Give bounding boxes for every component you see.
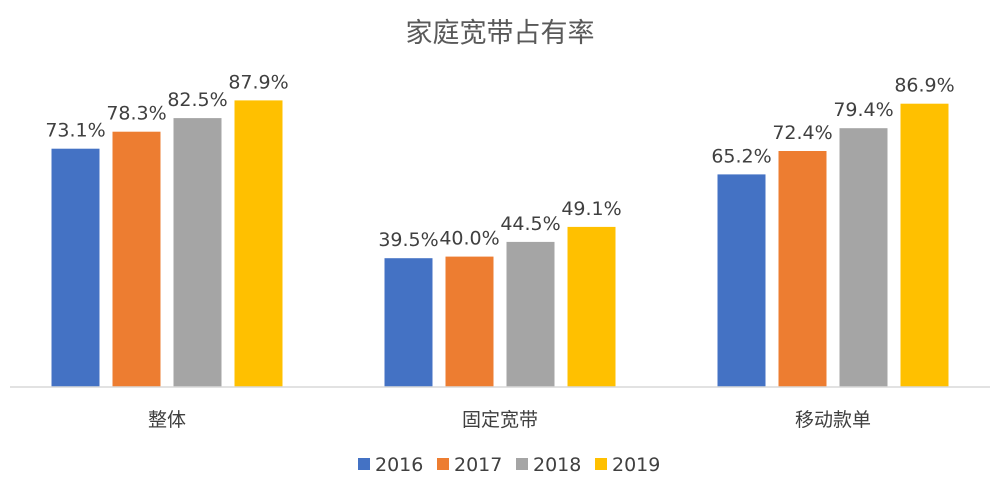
data-label-2019-2: 86.9%	[894, 75, 954, 97]
bar-2017-2	[778, 151, 827, 387]
category-label-2: 移动款单	[795, 409, 871, 431]
data-label-2016-0: 73.1%	[45, 120, 105, 142]
data-label-2019-0: 87.9%	[228, 71, 288, 93]
bar-2018-2	[839, 128, 888, 387]
data-label-2016-1: 39.5%	[378, 229, 438, 251]
data-label-2016-2: 65.2%	[711, 145, 771, 167]
bar-2016-1	[384, 258, 433, 387]
data-label-2018-2: 79.4%	[833, 99, 893, 121]
legend-label-2016: 2016	[375, 454, 423, 476]
legend-swatch-2016	[358, 458, 370, 470]
legend-swatch-2017	[437, 458, 449, 470]
data-label-2018-1: 44.5%	[500, 213, 560, 235]
data-label-2018-0: 82.5%	[167, 89, 227, 111]
data-label-2017-2: 72.4%	[772, 122, 832, 144]
legend-swatch-2019	[595, 458, 607, 470]
data-label-2017-0: 78.3%	[106, 103, 166, 125]
category-label-1: 固定宽带	[462, 409, 538, 431]
legend-label-2017: 2017	[454, 454, 502, 476]
data-label-2019-1: 49.1%	[561, 198, 621, 220]
category-label-0: 整体	[148, 409, 186, 431]
bar-2019-0	[234, 100, 283, 388]
bar-2017-1	[445, 256, 494, 387]
category-labels-layer: 整体 固定宽带 移动款单	[148, 409, 871, 431]
data-labels-layer: 73.1%78.3%82.5%87.9% 39.5% 40.0%44.5%49.1%…	[45, 71, 954, 251]
bar-2018-0	[173, 118, 222, 387]
chart-title: 家庭宽带占有率	[406, 18, 595, 49]
bars-layer	[51, 100, 949, 388]
legend-label-2018: 2018	[533, 454, 581, 476]
bar-2019-1	[567, 226, 616, 387]
legend-swatch-2018	[516, 458, 528, 470]
data-label-2017-1: 40.0%	[439, 228, 499, 250]
bar-2017-0	[112, 131, 161, 387]
bar-2018-1	[506, 241, 555, 387]
bar-2016-0	[51, 148, 100, 387]
bar-2019-2	[900, 103, 949, 387]
bar-2016-2	[717, 174, 766, 387]
legend-label-2019: 2019	[612, 454, 660, 476]
legend: 2016 2017 2018 2019	[358, 454, 660, 476]
